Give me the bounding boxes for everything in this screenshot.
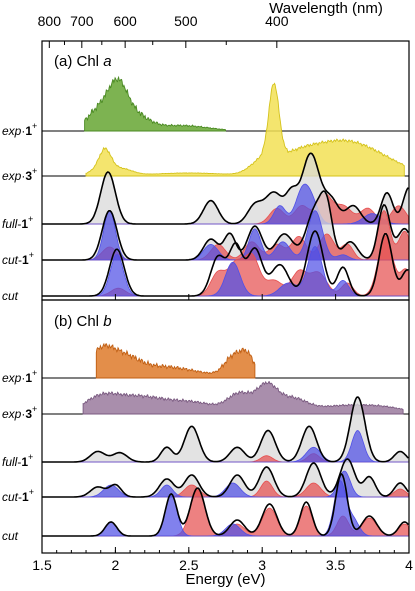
blue-band-area bbox=[42, 430, 409, 463]
panel-title-letter: a bbox=[103, 53, 111, 70]
green-band-area bbox=[84, 75, 226, 132]
spectrum-row-cut-1 bbox=[42, 458, 409, 498]
row-label-sup: + bbox=[32, 404, 37, 414]
row-label: exp·3+ bbox=[2, 166, 37, 183]
total-spectrum-line bbox=[42, 472, 409, 537]
row-label-main: cut bbox=[2, 253, 19, 267]
row-label-sup: + bbox=[28, 214, 33, 224]
panel-title: (b) Chl b bbox=[54, 313, 112, 330]
spectrum-row-exp-1 bbox=[42, 342, 409, 379]
panels-layer bbox=[42, 75, 409, 537]
row-label-num: 1 bbox=[21, 455, 28, 469]
row-label-sup: + bbox=[29, 250, 34, 260]
spectrum-row-cut bbox=[42, 230, 409, 297]
row-label-main: cut bbox=[2, 529, 19, 543]
row-label-num: 1 bbox=[22, 490, 29, 504]
row-label-sep: · bbox=[21, 371, 25, 385]
total-spectrum-line bbox=[42, 190, 409, 261]
row-label-num: 1 bbox=[22, 253, 29, 267]
row-label-num: 1 bbox=[21, 217, 28, 231]
x-tick-label: 3.5 bbox=[326, 557, 346, 573]
x-tick-label: 1.5 bbox=[32, 557, 52, 573]
row-label: full-1+ bbox=[2, 452, 33, 469]
panel-a bbox=[42, 75, 409, 297]
top-axis-title: Wavelength (nm) bbox=[269, 0, 383, 17]
row-label-main: exp bbox=[2, 407, 22, 421]
top-tick-label: 400 bbox=[265, 13, 289, 29]
row-label-main: exp bbox=[2, 371, 22, 385]
row-label-sup: + bbox=[28, 452, 33, 462]
top-tick-label: 500 bbox=[174, 13, 198, 29]
row-label-sep: · bbox=[21, 124, 25, 138]
row-label-sep: - bbox=[17, 217, 21, 231]
purple-band-area bbox=[82, 380, 404, 415]
spectrum-row-exp-3 bbox=[42, 380, 409, 415]
panel-frame-b bbox=[41, 299, 410, 554]
row-label: cut-1+ bbox=[2, 250, 34, 267]
row-label-main: full bbox=[2, 455, 18, 469]
panel-title: (a) Chl a bbox=[54, 53, 112, 70]
row-label-num: 3 bbox=[25, 169, 32, 183]
row-label-num: 1 bbox=[25, 371, 32, 385]
row-label-main: full bbox=[2, 217, 18, 231]
panel-title-letter: b bbox=[103, 313, 111, 330]
row-label: cut bbox=[2, 529, 19, 543]
orange-band-area bbox=[95, 342, 256, 379]
spectrum-row-cut-1 bbox=[42, 190, 409, 261]
row-label-main: cut bbox=[2, 289, 19, 303]
row-label-main: cut bbox=[2, 490, 19, 504]
x-axis-title: Energy (eV) bbox=[185, 571, 265, 588]
blue-band-area bbox=[42, 246, 409, 297]
top-tick-label: 700 bbox=[70, 13, 94, 29]
row-label: cut-1+ bbox=[2, 487, 34, 504]
x-tick-label: 2.5 bbox=[179, 557, 199, 573]
spectrum-row-exp-3 bbox=[42, 82, 409, 177]
x-tick-label: 2 bbox=[112, 557, 120, 573]
x-tick-label: 3 bbox=[258, 557, 266, 573]
row-label-sep: · bbox=[21, 407, 25, 421]
row-label-sup: + bbox=[32, 121, 37, 131]
row-label: exp·3+ bbox=[2, 404, 37, 421]
total-spectrum-line bbox=[42, 230, 409, 297]
top-tick-label: 600 bbox=[113, 13, 137, 29]
row-label-sup: + bbox=[29, 487, 34, 497]
top-tick-label: 800 bbox=[38, 13, 62, 29]
row-label-num: 3 bbox=[25, 407, 32, 421]
row-label-sep: - bbox=[18, 253, 22, 267]
row-label-sup: + bbox=[32, 166, 37, 176]
yellow-band-area bbox=[85, 82, 405, 177]
panel-title-prefix: (b) Chl bbox=[54, 313, 103, 330]
row-label: exp·1+ bbox=[2, 368, 37, 385]
row-label-num: 1 bbox=[25, 124, 32, 138]
panel-title-prefix: (a) Chl bbox=[54, 53, 103, 70]
row-label-sep: - bbox=[18, 490, 22, 504]
row-label-sep: - bbox=[17, 455, 21, 469]
spectrum-row-cut bbox=[42, 472, 409, 537]
total-spectrum-line bbox=[42, 458, 409, 498]
row-label-main: exp bbox=[2, 169, 22, 183]
x-tick-label: 4 bbox=[405, 557, 413, 573]
spectrum-row-exp-1 bbox=[42, 75, 409, 132]
row-label-sep: · bbox=[21, 169, 25, 183]
row-label: full-1+ bbox=[2, 214, 33, 231]
total-spectrum-line bbox=[42, 152, 409, 225]
row-label: cut bbox=[2, 289, 19, 303]
total-spectrum-line bbox=[42, 396, 409, 463]
row-label-main: exp bbox=[2, 124, 22, 138]
row-label-sup: + bbox=[32, 368, 37, 378]
row-label: exp·1+ bbox=[2, 121, 37, 138]
panel-b bbox=[42, 342, 409, 537]
